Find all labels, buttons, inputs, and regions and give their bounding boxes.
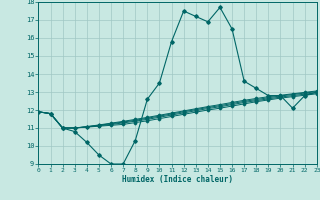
X-axis label: Humidex (Indice chaleur): Humidex (Indice chaleur) (122, 175, 233, 184)
